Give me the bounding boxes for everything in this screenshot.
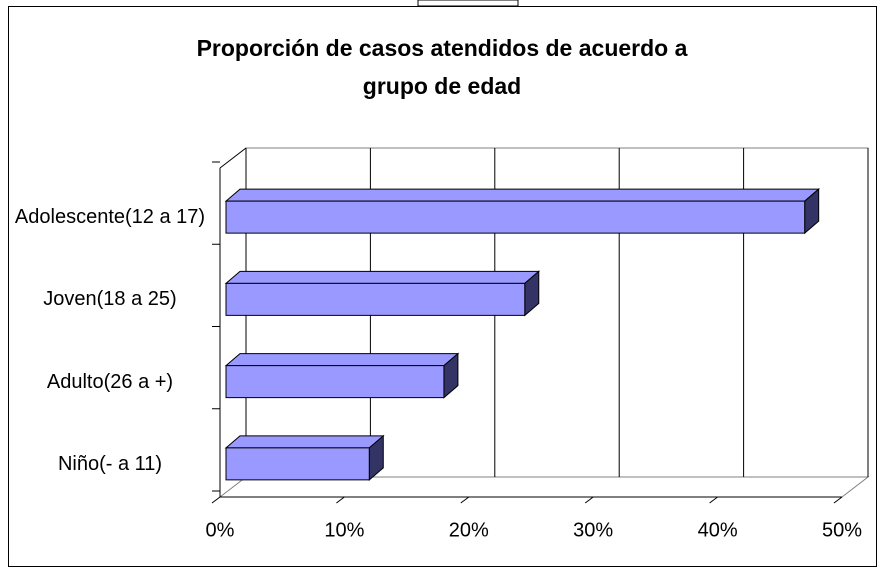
bar (224, 352, 460, 399)
x-tick-label: 0% (206, 519, 235, 541)
bar (224, 270, 541, 317)
bar-front (225, 365, 445, 399)
bar-front (225, 282, 526, 316)
y-tick-label: Joven(18 a 25) (43, 288, 177, 311)
x-tick (336, 496, 345, 504)
bar-top (224, 188, 821, 202)
x-tick (211, 496, 221, 504)
x-tick (833, 496, 843, 504)
tab (417, 0, 519, 7)
bar-front (225, 447, 370, 481)
bar-front (225, 200, 806, 234)
x-tick-label: 50% (822, 519, 862, 541)
bar (224, 188, 821, 235)
x-tick (460, 496, 470, 504)
x-tick (584, 496, 594, 504)
bar-top (224, 270, 541, 284)
side-wall (219, 147, 247, 169)
x-tick-label: 30% (573, 519, 613, 541)
y-tick-label: Adulto(26 a +) (46, 370, 174, 393)
x-tick-label: 10% (324, 519, 364, 541)
y-tick-label: Niño(- a 11) (57, 452, 163, 475)
x-tick-label: 20% (449, 519, 489, 541)
bar-top (224, 435, 385, 449)
bar (224, 434, 385, 481)
x-tick-label: 40% (698, 519, 738, 541)
bar-top (224, 353, 460, 367)
chart-title: Proporción de casos atendidos de acuerdo… (197, 35, 688, 99)
y-tick-label: Adolescente(12 a 17) (14, 206, 206, 229)
x-tick (709, 496, 718, 504)
